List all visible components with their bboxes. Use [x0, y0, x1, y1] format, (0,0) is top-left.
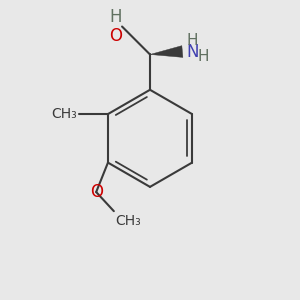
Text: H: H [187, 33, 198, 48]
Text: O: O [109, 27, 122, 45]
Text: N: N [187, 43, 199, 61]
Polygon shape [150, 46, 183, 57]
Text: CH₃: CH₃ [115, 214, 141, 228]
Text: O: O [90, 183, 103, 201]
Text: CH₃: CH₃ [51, 107, 77, 121]
Text: H: H [109, 8, 122, 26]
Text: H: H [198, 49, 209, 64]
